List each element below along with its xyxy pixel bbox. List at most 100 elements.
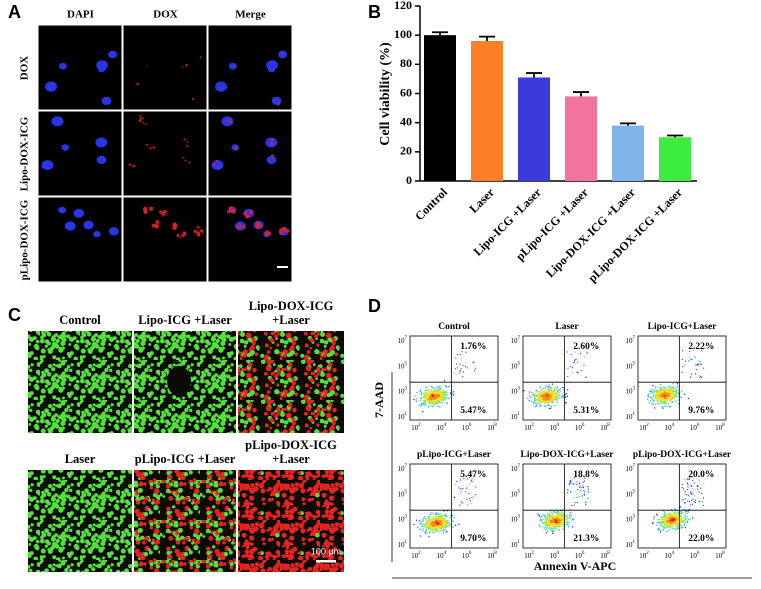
event [546, 526, 549, 528]
tick-base: 10 [487, 552, 495, 560]
event [695, 373, 697, 375]
bar [612, 125, 644, 181]
event [701, 492, 703, 494]
event [681, 483, 683, 485]
tick-base: 10 [690, 424, 698, 432]
event [559, 390, 562, 392]
event [425, 392, 429, 396]
event [459, 354, 461, 356]
event [687, 397, 690, 400]
event [577, 372, 579, 374]
event [538, 515, 540, 518]
event [556, 386, 558, 388]
event [662, 388, 665, 390]
tick-exponent: 3 [405, 515, 408, 520]
event [543, 522, 545, 525]
tick-base: 10 [600, 552, 608, 560]
dox-signal [139, 115, 142, 118]
event [565, 401, 567, 404]
event [430, 385, 433, 388]
dox-signal [226, 119, 230, 122]
event [683, 393, 686, 395]
nucleus [93, 230, 101, 238]
event [565, 515, 568, 517]
event [665, 526, 667, 529]
tick-base: 10 [550, 552, 558, 560]
event [653, 518, 655, 520]
dox-signal [196, 233, 201, 237]
event [420, 404, 423, 406]
tick-label: 106 [690, 551, 700, 559]
event [671, 401, 673, 403]
tick-base: 10 [398, 337, 406, 345]
event [648, 401, 651, 404]
event [675, 512, 678, 515]
event [544, 386, 547, 389]
dox-signal [286, 229, 290, 233]
event [424, 390, 426, 392]
tick-base: 10 [639, 424, 647, 432]
event [457, 353, 459, 355]
y-tick-label: 100 [394, 27, 412, 41]
event [666, 530, 668, 533]
dox-signal [201, 230, 204, 234]
tick-label: 108 [715, 423, 725, 431]
event [424, 403, 427, 406]
event [661, 529, 664, 532]
tick-base: 10 [626, 490, 634, 498]
event [684, 490, 686, 492]
dox-signal [172, 222, 177, 227]
event [653, 393, 655, 395]
tick-exponent: 1 [405, 540, 408, 545]
event [696, 485, 698, 487]
event [435, 401, 438, 404]
dox-signal [271, 138, 274, 141]
event [686, 512, 689, 515]
event [549, 407, 552, 409]
event [539, 399, 543, 403]
event [651, 397, 653, 399]
event [583, 489, 585, 492]
event [683, 524, 686, 527]
event [647, 394, 649, 397]
event [662, 516, 665, 519]
event [451, 392, 454, 395]
event [649, 390, 651, 392]
event [523, 389, 525, 392]
event [557, 392, 559, 394]
tick-label: 104 [437, 423, 447, 431]
event [700, 348, 702, 350]
event [543, 527, 545, 529]
event [442, 396, 444, 399]
event [543, 387, 545, 390]
event [456, 367, 458, 369]
event [660, 386, 663, 389]
event [668, 517, 672, 520]
event [576, 361, 579, 363]
event [694, 356, 696, 358]
nucleus [73, 208, 85, 218]
dox-signal [232, 206, 235, 209]
event [675, 400, 677, 403]
event [462, 364, 464, 366]
bar [565, 96, 597, 181]
event [536, 405, 538, 407]
event [685, 493, 688, 496]
nucleus [51, 116, 64, 127]
event [670, 525, 672, 528]
event [587, 497, 589, 499]
event [570, 353, 572, 355]
event [559, 525, 561, 528]
dox-signal [132, 164, 136, 168]
tick-base: 10 [626, 337, 634, 345]
tick-exponent: 5 [518, 489, 521, 494]
event [566, 520, 569, 523]
event [465, 351, 467, 353]
event [671, 396, 674, 399]
tick-base: 10 [639, 552, 647, 560]
event [683, 522, 685, 524]
tick-label: 107 [626, 336, 636, 344]
micrograph [207, 24, 293, 111]
nucleus [229, 62, 237, 70]
event [420, 392, 422, 394]
